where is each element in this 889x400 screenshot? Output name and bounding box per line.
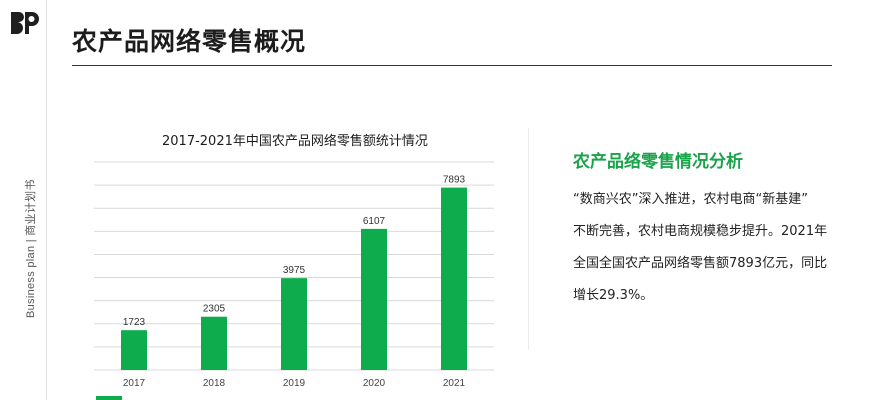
page-title: 农产品网络零售概况 [72,27,307,56]
data-label: 1723 [123,317,146,328]
data-label: 7893 [443,175,466,186]
analysis-line: 全国全国农产品网络零售额7893亿元，同比 [573,256,828,271]
analysis-body: “数商兴农”深入推进，农村电商“新基建” 不断完善，农村电商规模稳步提升。202… [573,184,843,312]
analysis-line: 不断完善，农村电商规模稳步提升。2021年 [573,224,828,239]
analysis-line: “数商兴农”深入推进，农村电商“新基建” [573,192,808,207]
bar [441,187,467,370]
data-label: 2305 [203,304,226,315]
bar [201,316,227,370]
bar [121,330,147,370]
sidebar-label: Business plan | 商业计划书 [25,179,37,318]
analysis-line: 增长29.3%。 [573,288,654,303]
sidebar-divider [46,0,47,400]
bar [281,278,307,370]
data-label: 3975 [283,265,306,276]
bar-chart: 1723 2017 2305 2018 3975 2019 6107 2020 7893 2021 [94,161,494,400]
x-tick-label: 2019 [283,378,306,389]
title-rule [72,65,832,66]
brand-logo [11,12,39,34]
x-tick-label: 2018 [203,378,226,389]
bar [361,228,387,370]
analysis-title: 农产品络零售情况分析 [573,152,743,172]
chart-title: 2017-2021年中国农产品网络零售额统计情况 [162,134,428,149]
x-tick-label: 2017 [123,378,146,389]
data-label: 6107 [363,216,386,227]
section-divider [528,128,529,350]
legend-swatch [96,396,122,400]
x-tick-label: 2020 [363,378,386,389]
x-tick-label: 2021 [443,378,466,389]
